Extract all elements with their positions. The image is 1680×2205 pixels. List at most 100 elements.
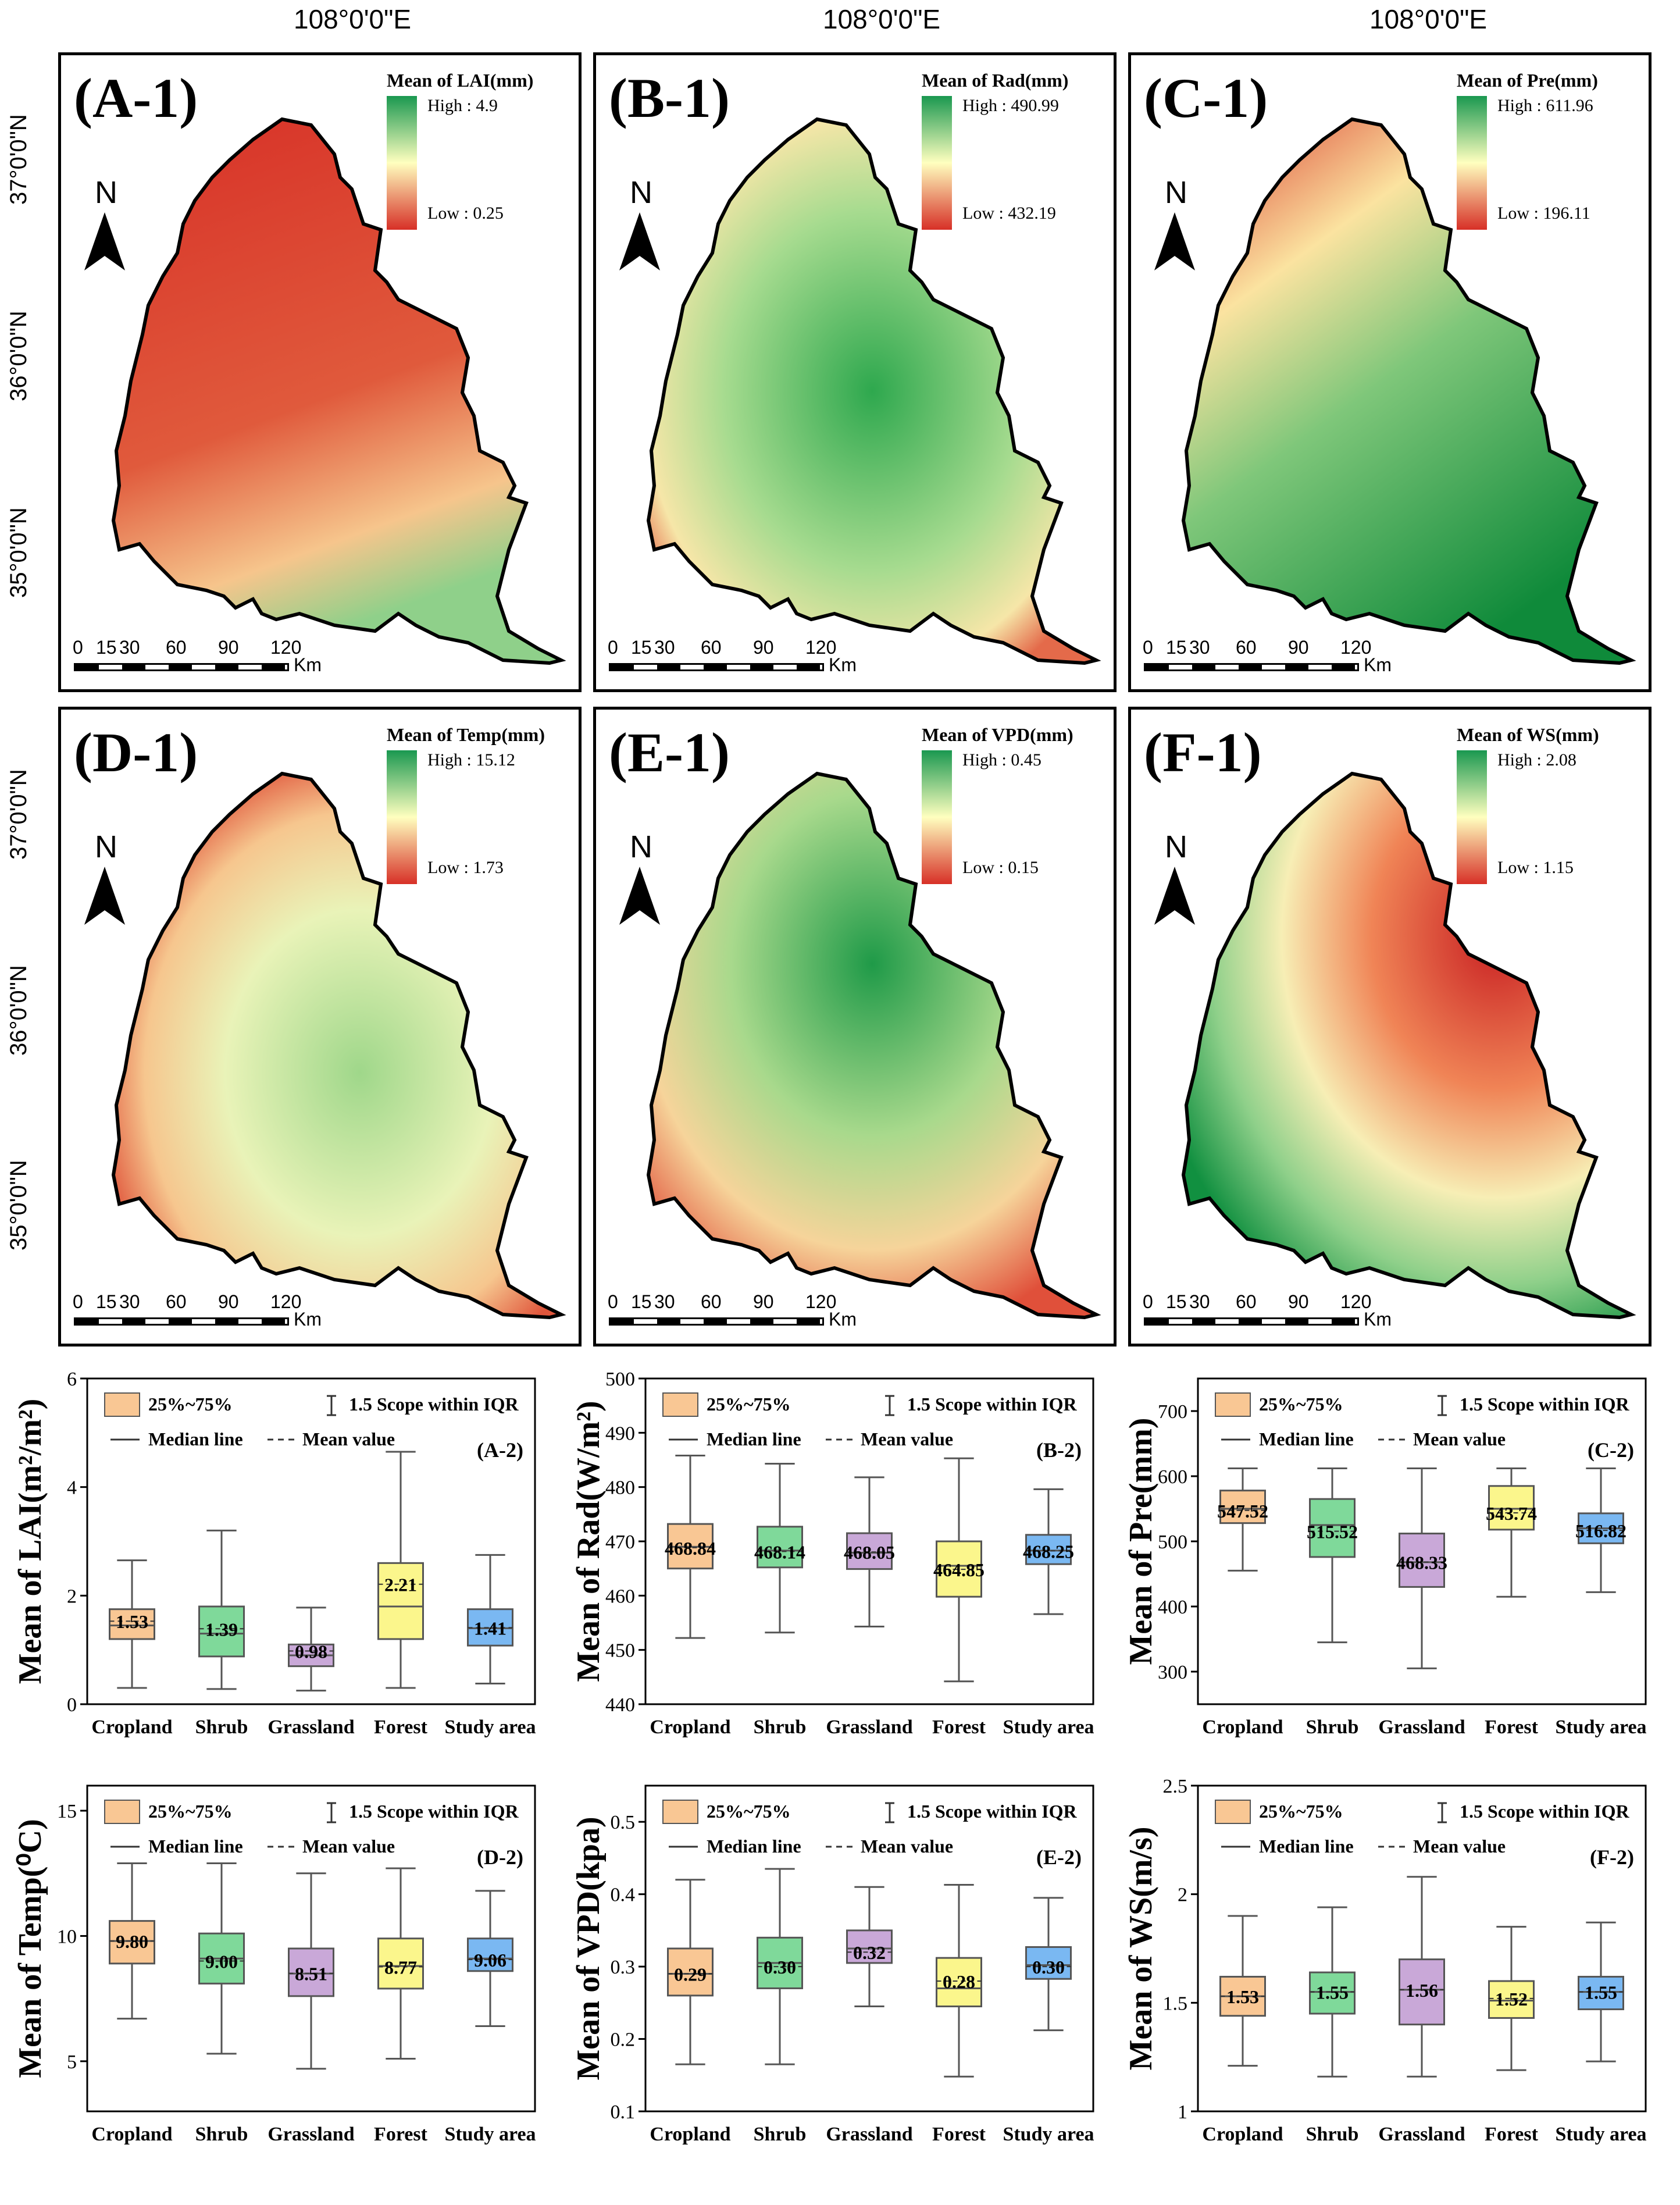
box-iqr <box>846 1929 893 1964</box>
x-tick-label: Forest <box>1485 1716 1539 1738</box>
x-tick-label: Study area <box>1003 2124 1094 2145</box>
scale-tick: 30 <box>1189 1291 1210 1312</box>
legend-box-label: 25%~75% <box>707 1394 791 1415</box>
box-iqr <box>1488 1980 1535 2019</box>
box-iqr <box>1219 1490 1266 1524</box>
longitude-label-3: 108°0'0"E <box>1369 4 1488 34</box>
x-tick-label: Grassland <box>826 2124 912 2145</box>
x-tick-label: Shrub <box>1306 2124 1359 2145</box>
scale-tick: 60 <box>701 1291 722 1312</box>
scale-bar <box>609 1317 824 1326</box>
scale-tick: 15 <box>1166 637 1187 658</box>
y-tick-label: 700 <box>1158 1401 1187 1423</box>
y-tick-label: 450 <box>605 1640 635 1662</box>
legend-low: Low : 0.15 <box>962 858 1039 877</box>
watershed-boundary <box>646 771 1101 1320</box>
map-label: (D-1) <box>74 721 198 783</box>
legend-high: High : 4.9 <box>427 96 498 115</box>
north-label: N <box>95 829 117 864</box>
mean-value-label: 1.39 <box>205 1619 238 1640</box>
x-tick-label: Shrub <box>754 2124 807 2145</box>
x-tick-label: Cropland <box>1202 2124 1283 2145</box>
chart-label: (A-2) <box>477 1438 523 1462</box>
box-iqr <box>667 1947 714 1997</box>
scale-unit: Km <box>829 654 857 675</box>
mean-value-label: 1.55 <box>1316 1982 1349 2003</box>
legend-color-ramp <box>387 96 417 230</box>
legend-low: Low : 1.73 <box>427 858 504 877</box>
box-iqr <box>377 1937 424 1990</box>
scale-tick: 60 <box>166 637 187 658</box>
chart-label: (C-2) <box>1588 1438 1634 1462</box>
scale-tick: 120 <box>1340 1291 1372 1312</box>
mean-value-label: 468.33 <box>1396 1552 1447 1573</box>
longitude-label-1: 108°0'0"E <box>294 4 412 34</box>
scale-tick: 30 <box>654 637 675 658</box>
legend-high: High : 611.96 <box>1497 96 1593 115</box>
map-raster <box>1154 117 1636 665</box>
y-tick-label: 2.5 <box>1163 1776 1188 1797</box>
scale-tick: 15 <box>1166 1291 1187 1312</box>
y-tick-label: 2 <box>67 1586 77 1607</box>
legend-title: Mean of WS(mm) <box>1457 724 1599 745</box>
y-tick-label: 440 <box>605 1694 635 1716</box>
box-iqr <box>288 1947 334 1997</box>
scale-unit: Km <box>829 1309 857 1330</box>
legend-whisker-label: 1.5 Scope within IQR <box>1460 1394 1629 1415</box>
x-tick-label: Study area <box>444 1716 536 1738</box>
x-tick-label: Grassland <box>1378 1716 1465 1738</box>
y-tick-label: 470 <box>605 1531 635 1553</box>
legend-box-swatch <box>104 1392 140 1417</box>
legend-median-label: Median line <box>707 1429 801 1449</box>
chart-label: (B-2) <box>1036 1438 1082 1462</box>
x-tick-label: Shrub <box>195 1716 248 1738</box>
legend-mean-label: Mean value <box>302 1836 395 1857</box>
x-tick-label: Forest <box>932 2124 986 2145</box>
box-iqr <box>1025 1534 1072 1565</box>
map-panel-d-1: (D-1) N Mean of Temp(mm) High : 15.12 Low : … <box>58 707 582 1346</box>
scale-tick: 90 <box>218 1291 239 1312</box>
mean-value-label: 8.77 <box>384 1957 417 1978</box>
y-tick-label: 0.1 <box>611 2101 636 2123</box>
mean-value-label: 1.53 <box>116 1611 148 1632</box>
legend-mean-label: Mean value <box>861 1429 953 1449</box>
mean-value-label: 468.14 <box>754 1541 805 1562</box>
latitude-36-top: 36°0'0"N <box>6 311 31 401</box>
y-tick-label: 480 <box>605 1477 635 1499</box>
x-tick-label: Study area <box>444 2124 536 2145</box>
map-panel-b-1: (B-1) N Mean of Rad(mm) High : 490.99 Low : … <box>593 52 1117 692</box>
y-axis-label: Mean of VPD(kpa) <box>570 1816 607 2080</box>
north-label: N <box>95 175 117 210</box>
watershed-boundary <box>111 771 566 1320</box>
legend-box-label: 25%~75% <box>148 1801 233 1822</box>
y-tick-label: 15 <box>57 1801 77 1822</box>
north-arrow-icon <box>84 867 125 925</box>
scale-tick: 120 <box>805 637 837 658</box>
box-iqr <box>467 1937 513 1972</box>
legend-high: High : 15.12 <box>427 750 515 770</box>
box-iqr <box>936 1957 982 2008</box>
x-tick-label: Shrub <box>195 2124 248 2145</box>
legend-whisker-label: 1.5 Scope within IQR <box>349 1394 519 1415</box>
box-iqr <box>377 1562 424 1640</box>
scale-bar <box>74 1317 289 1326</box>
legend-box-label: 25%~75% <box>1259 1394 1343 1415</box>
x-tick-label: Cropland <box>91 2124 172 2145</box>
x-tick-label: Grassland <box>826 1716 912 1738</box>
x-tick-label: Cropland <box>91 1716 172 1738</box>
x-tick-label: Cropland <box>1202 1716 1283 1738</box>
scale-tick: 120 <box>270 637 302 658</box>
map-raster <box>84 771 566 1320</box>
mean-value-label: 9.06 <box>474 1950 507 1971</box>
y-axis-label: Mean of Temp(⁰C) <box>12 1819 48 2078</box>
scale-tick: 15 <box>631 637 652 658</box>
legend-high: High : 0.45 <box>962 750 1041 770</box>
boxplot-d-2: 5 10 15 Mean of Temp(⁰C) Cropland Shrub Grassl… <box>0 1768 558 2175</box>
legend-box-swatch <box>662 1800 698 1824</box>
legend-box-swatch <box>1215 1392 1251 1417</box>
legend-whisker-label: 1.5 Scope within IQR <box>349 1801 519 1822</box>
scale-tick: 120 <box>1340 637 1372 658</box>
mean-value-label: 515.52 <box>1307 1522 1358 1543</box>
box-iqr <box>198 1605 245 1658</box>
mean-value-label: 468.84 <box>665 1538 716 1559</box>
